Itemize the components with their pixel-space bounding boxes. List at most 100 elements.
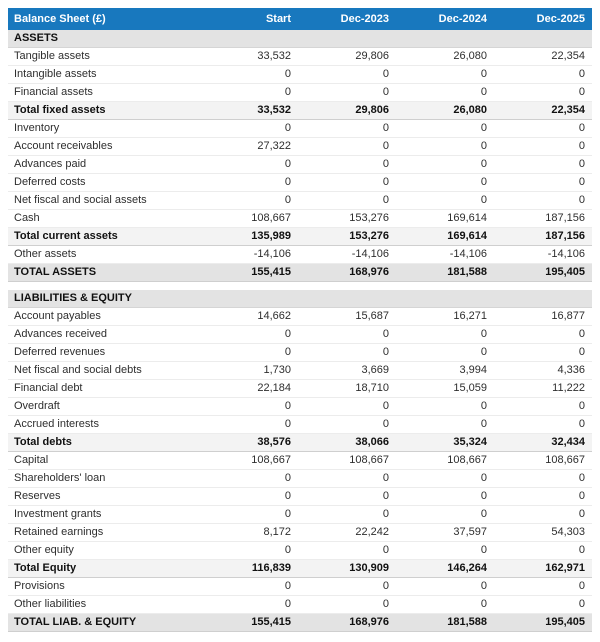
row-value: 0 (298, 191, 396, 210)
row-value: 0 (494, 505, 592, 524)
row-value: 195,405 (494, 263, 592, 282)
row-value: 3,669 (298, 361, 396, 380)
row-value: 0 (494, 155, 592, 174)
row-value: 195,405 (494, 613, 592, 632)
row-value: 32,434 (494, 433, 592, 452)
row-value: 0 (200, 65, 298, 84)
row-value: 0 (200, 487, 298, 506)
row-value: 108,667 (396, 451, 494, 470)
table-row: Reserves 0 0 0 0 (8, 487, 592, 506)
row-value: 0 (200, 191, 298, 210)
spacer-cell (8, 281, 592, 290)
row-label: Accrued interests (8, 415, 200, 434)
row-value: -14,106 (200, 245, 298, 264)
table-row: Investment grants 0 0 0 0 (8, 505, 592, 524)
row-label: Investment grants (8, 505, 200, 524)
row-value: 0 (396, 343, 494, 362)
table-row: Tangible assets 33,532 29,806 26,080 22,354 (8, 47, 592, 66)
row-value: 38,066 (298, 433, 396, 452)
subtotal-row: Total fixed assets 33,532 29,806 26,080 22,3… (8, 101, 592, 120)
row-value: 155,415 (200, 263, 298, 282)
row-label: Account payables (8, 307, 200, 326)
row-value: 187,156 (494, 227, 592, 246)
table-row: Other liabilities 0 0 0 0 (8, 595, 592, 614)
row-value: 0 (298, 505, 396, 524)
row-label: Reserves (8, 487, 200, 506)
row-value: 108,667 (200, 451, 298, 470)
row-value (298, 30, 396, 48)
row-label: TOTAL ASSETS (8, 263, 200, 282)
row-value: 35,324 (396, 433, 494, 452)
row-value: 135,989 (200, 227, 298, 246)
row-value: 0 (298, 83, 396, 102)
row-value: 0 (494, 65, 592, 84)
row-label: Financial debt (8, 379, 200, 398)
column-header-dec-2025: Dec-2025 (494, 8, 592, 30)
table-row: Advances paid 0 0 0 0 (8, 155, 592, 174)
row-label: Deferred costs (8, 173, 200, 192)
row-value: 0 (396, 505, 494, 524)
row-value: 108,667 (494, 451, 592, 470)
row-value: 0 (396, 541, 494, 560)
grand-total-row: TOTAL ASSETS 155,415 168,976 181,588 195,405 (8, 263, 592, 282)
row-value: 0 (396, 469, 494, 488)
row-value: 0 (396, 137, 494, 156)
row-value: 108,667 (298, 451, 396, 470)
row-value: 168,976 (298, 263, 396, 282)
row-value: 0 (494, 173, 592, 192)
table-row: Inventory 0 0 0 0 (8, 119, 592, 138)
subtotal-row: Total current assets 135,989 153,276 169,61… (8, 227, 592, 246)
row-value: 0 (200, 325, 298, 344)
row-value: 29,806 (298, 47, 396, 66)
row-value: -14,106 (494, 245, 592, 264)
table-row: Advances received 0 0 0 0 (8, 325, 592, 344)
row-label: Other liabilities (8, 595, 200, 614)
row-value: 26,080 (396, 101, 494, 120)
row-value: 162,971 (494, 559, 592, 578)
row-label: Capital (8, 451, 200, 470)
row-value: 0 (396, 191, 494, 210)
row-value: 0 (494, 119, 592, 138)
table-row: Account payables 14,662 15,687 16,271 16,877 (8, 307, 592, 326)
row-value: 15,687 (298, 307, 396, 326)
row-value: 0 (298, 595, 396, 614)
row-label: Advances received (8, 325, 200, 344)
row-value: 0 (200, 155, 298, 174)
row-value: 0 (200, 397, 298, 416)
table-row: Deferred costs 0 0 0 0 (8, 173, 592, 192)
row-value: -14,106 (396, 245, 494, 264)
row-value: 27,322 (200, 137, 298, 156)
row-label: Inventory (8, 119, 200, 138)
row-label: Overdraft (8, 397, 200, 416)
row-value: 116,839 (200, 559, 298, 578)
row-value: 0 (200, 595, 298, 614)
row-value: 0 (494, 343, 592, 362)
row-value: 0 (298, 343, 396, 362)
row-value: 0 (494, 577, 592, 596)
row-value (200, 30, 298, 48)
column-header-start: Start (200, 8, 298, 30)
row-value: 38,576 (200, 433, 298, 452)
row-value: 29,806 (298, 101, 396, 120)
row-label: Shareholders' loan (8, 469, 200, 488)
row-value: 22,184 (200, 379, 298, 398)
table-row: Financial debt 22,184 18,710 15,059 11,222 (8, 379, 592, 398)
row-value: 26,080 (396, 47, 494, 66)
table-row: Shareholders' loan 0 0 0 0 (8, 469, 592, 488)
table-row: Overdraft 0 0 0 0 (8, 397, 592, 416)
row-value: 0 (298, 469, 396, 488)
section-header-row: LIABILITIES & EQUITY (8, 290, 592, 308)
row-label: Other assets (8, 245, 200, 264)
row-value: 33,532 (200, 47, 298, 66)
row-label: Total fixed assets (8, 101, 200, 120)
row-value: 1,730 (200, 361, 298, 380)
row-value: 0 (298, 577, 396, 596)
row-value: 0 (494, 487, 592, 506)
row-value: 0 (396, 595, 494, 614)
row-value: 22,242 (298, 523, 396, 542)
row-value: 37,597 (396, 523, 494, 542)
row-value: 0 (396, 155, 494, 174)
row-value: 0 (298, 155, 396, 174)
row-label: Net fiscal and social debts (8, 361, 200, 380)
